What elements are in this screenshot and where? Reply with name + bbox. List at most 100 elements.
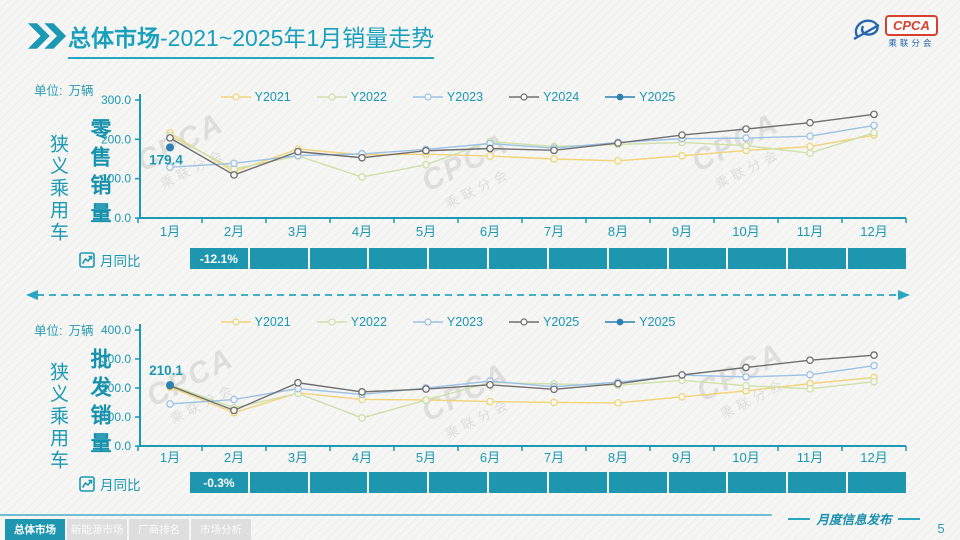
series-marker-Y2025: [422, 385, 430, 393]
yoy-cell-5月: [429, 472, 488, 493]
x-tick-label: 10月: [732, 224, 759, 239]
series-marker-Y2023: [870, 361, 878, 370]
series-line-Y2024: [169, 113, 875, 176]
series-marker-Y2023: [230, 395, 238, 404]
series-marker-Y2024: [422, 146, 430, 155]
series-marker-Y2022: [742, 141, 750, 150]
cpca-swirl-icon: [853, 19, 880, 41]
yoy-cell-5月: [429, 248, 488, 269]
x-tick-label: 7月: [544, 224, 564, 239]
series-marker-Y2024: [614, 139, 622, 147]
series-marker-Y2021: [550, 155, 558, 163]
yoy-cell-3月: [309, 472, 368, 493]
wholesale-section: 单位: 万辆 狭义乘用车 批发销量 Y2021 Y2022 Y2023 Y2025 Y20…: [0, 310, 960, 520]
double-chevron-icon: [27, 23, 67, 49]
legend-item-Y2021: Y2021: [220, 90, 291, 104]
unit-label: 单位: 万辆: [34, 320, 100, 339]
yoy-cell-1月: -0.3%: [190, 472, 248, 493]
series-marker-Y2025: [166, 143, 174, 152]
yoy-cell-7月: [548, 472, 607, 493]
series-marker-Y2025: [294, 378, 302, 387]
legend-label: Y2022: [350, 315, 387, 329]
series-marker-Y2022: [358, 414, 366, 422]
yoy-cell-8月: [608, 472, 667, 493]
x-tick-label: 5月: [416, 450, 436, 465]
series-marker-Y2025: [486, 380, 494, 389]
legend-dot: [520, 318, 528, 326]
series-marker-Y2025: [550, 385, 558, 394]
y-tick-label: 100.0: [101, 410, 131, 424]
footer-tab-市场分析[interactable]: 市场分析: [191, 519, 251, 540]
x-tick-label: 10月: [732, 450, 759, 465]
yoy-cell-4月: [369, 472, 428, 493]
legend-marker-icon: [509, 93, 540, 101]
series-marker-Y2023: [166, 400, 174, 408]
series-marker-Y2021: [614, 399, 622, 407]
legend-item-Y2025: Y2025: [605, 90, 675, 104]
unit-label: 单位: 万辆: [34, 80, 100, 99]
series-marker-Y2024: [870, 110, 878, 119]
metric-label-retail: 零售销量: [88, 118, 111, 230]
x-tick-label: 8月: [608, 224, 628, 239]
series-marker-Y2024: [742, 125, 750, 133]
x-tick-label: 6月: [480, 450, 500, 465]
series-marker-Y2025: [742, 363, 750, 372]
yoy-cell-7月: [548, 248, 607, 269]
legend-dot: [616, 93, 624, 101]
yoy-label-wrap: 月同比: [79, 250, 141, 270]
legend-item-Y2023: Y2023: [412, 90, 483, 104]
y-tick-label: 200.0: [101, 132, 131, 146]
unit-value: 万辆: [68, 84, 94, 98]
series-marker-Y2021: [614, 156, 622, 165]
x-tick-label: 5月: [416, 224, 436, 239]
unit-value: 万辆: [68, 324, 94, 338]
y-tick-label: 200.0: [101, 381, 131, 395]
yoy-cell-9月: [668, 472, 727, 493]
legend-dot: [328, 93, 336, 101]
y-tick-label: 0.0: [114, 211, 131, 225]
series-marker-Y2024: [806, 118, 814, 127]
y-tick-label: 0.0: [114, 439, 131, 453]
category-label-wholesale: 狭义乘用车: [47, 362, 68, 472]
y-tick-label: 100.0: [101, 172, 131, 186]
wholesale-yoy-cells: -0.3%: [190, 472, 906, 493]
series-marker-Y2022: [422, 160, 430, 169]
retail-chart: 0.0 100.0 200.0 300.0 1月 2月 3月 4月 5月 6月 7月 8月 9月 10月 1…: [101, 93, 907, 239]
retail-section: 单位: 万辆 狭义乘用车 零售销量 Y2021 Y2022 Y2023 Y2024 Y20…: [0, 76, 960, 286]
footer-tab-新能源市场[interactable]: 新能源市场: [67, 519, 127, 540]
series-marker-Y2023: [870, 121, 878, 130]
series-marker-Y2021: [678, 151, 686, 160]
series-marker-Y2023: [742, 373, 750, 381]
yoy-label: 月同比: [100, 254, 141, 269]
legend-dot: [328, 318, 336, 326]
page-title-bold: 总体市场: [68, 25, 160, 51]
series-marker-Y2022: [358, 173, 366, 181]
page-title: 总体市场-2021~2025年1月销量走势: [68, 19, 435, 59]
x-tick-label: 11月: [797, 450, 824, 465]
legend-item-Y2025: Y2025: [605, 315, 675, 329]
x-tick-label: 11月: [797, 224, 824, 239]
footer-tab-总体市场[interactable]: 总体市场: [5, 519, 65, 540]
legend-marker-icon: [412, 318, 443, 326]
legend-dot: [520, 93, 528, 101]
series-marker-Y2024: [230, 171, 238, 179]
legend-label: Y2021: [254, 90, 291, 104]
x-tick-label: 8月: [608, 450, 628, 465]
yoy-cell-10月: [728, 472, 787, 493]
series-line-Y2022: [169, 132, 875, 178]
footer-tab-厂商排名[interactable]: 厂商排名: [129, 519, 189, 540]
unit-prefix: 单位:: [34, 84, 63, 98]
legend-label: Y2021: [254, 315, 291, 329]
page-number: 5: [937, 521, 945, 536]
series-marker-Y2021: [486, 152, 494, 160]
data-point-annotation: 210.1: [149, 363, 183, 378]
series-line-Y2025: [169, 354, 875, 412]
yoy-cell-6月: [489, 248, 547, 269]
series-marker-Y2021: [550, 398, 558, 407]
legend-dot: [424, 93, 432, 101]
legend-item-Y2024: Y2024: [509, 90, 579, 104]
legend-marker-icon: [605, 318, 636, 326]
wholesale-legend: Y2021 Y2022 Y2023 Y2025 Y2025: [118, 315, 778, 329]
y-tick-label: 400.0: [101, 323, 131, 337]
